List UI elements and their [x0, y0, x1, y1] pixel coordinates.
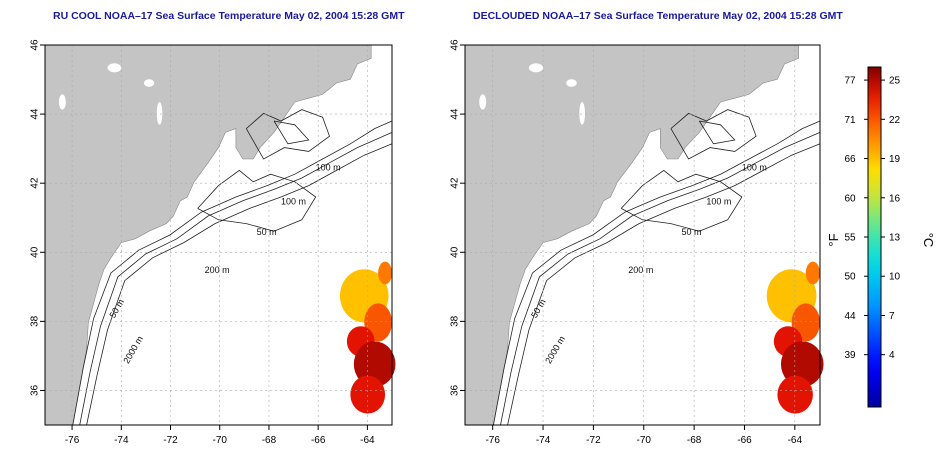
colorbar-f-tick-label: 66: [844, 154, 856, 165]
right-map-contour-label: 100 m: [742, 162, 767, 172]
colorbar-c-tick-label: 10: [889, 272, 901, 283]
left-map-contour-label: 50 m: [257, 227, 277, 237]
left-map-contour-label: 200 m: [205, 265, 230, 275]
right-map-bathymetry-contour: [493, 120, 821, 426]
left-map-x-tick-label: -76: [65, 435, 80, 446]
right-map-lake: [579, 102, 585, 125]
left-map-x-tick-label: -74: [114, 435, 129, 446]
right-map-sst-patch: [780, 341, 824, 388]
left-map-bathymetry-contour: [72, 120, 393, 426]
right-map-y-tick-label: 40: [450, 246, 461, 258]
left-map-lake: [107, 63, 122, 73]
colorbar-f-tick-label: 60: [844, 193, 856, 204]
left-map-x-tick-label: -70: [213, 435, 228, 446]
right-map-x-tick-label: -66: [737, 435, 752, 446]
left-map-title: RU COOL NOAA–17 Sea Surface Temperature …: [53, 10, 405, 22]
right-map-contour-label: 50 m: [682, 227, 702, 237]
right-map-lake: [566, 79, 577, 87]
left-map-contour-label: 100 m: [281, 197, 306, 207]
right-map-title: DECLOUDED NOAA–17 Sea Surface Temperatur…: [473, 10, 843, 22]
left-map-bathymetry-contour: [86, 143, 393, 426]
colorbar-c-tick-label: 4: [889, 350, 895, 361]
left-map-frame: [44, 44, 393, 426]
right-map-bathymetry-contour: [670, 109, 757, 160]
right-map-sst-patch: [777, 375, 813, 414]
right-map-y-tick-label: 44: [450, 108, 461, 120]
colorbar-f-tick-label: 71: [844, 115, 856, 126]
left-map-x-tick-label: -66: [311, 435, 326, 446]
right-map-x-tick-label: -76: [485, 435, 500, 446]
left-map-y-tick-label: 38: [30, 315, 41, 327]
right-map-y-tick-label: 36: [450, 384, 461, 396]
colorbar-f-tick-label: 77: [844, 76, 856, 87]
left-map-lake: [58, 94, 66, 110]
left-map-y-tick-label: 36: [30, 384, 41, 396]
colorbar-f-tick-label: 39: [844, 350, 856, 361]
colorbar-gradient: [867, 66, 882, 408]
colorbar-c-tick-label: 16: [889, 193, 901, 204]
right-map-y-tick-label: 38: [450, 315, 461, 327]
left-map-lake: [143, 79, 155, 87]
left-map-bathymetry-contour: [79, 132, 393, 426]
left-map-bathymetry-contour: [245, 109, 330, 160]
right-map-lake: [528, 63, 544, 73]
left-map-x-tick-label: -64: [360, 435, 375, 446]
right-map-y-tick-label: 42: [450, 177, 461, 189]
left-map-y-tick-label: 40: [30, 246, 41, 258]
left-map-bathymetry-contour: [273, 120, 310, 145]
colorbar-celsius-label: °C: [921, 233, 936, 248]
right-map-frame: [464, 44, 821, 426]
right-map-x-tick-label: -68: [687, 435, 702, 446]
colorbar-f-tick-label: 44: [844, 311, 856, 322]
left-map-y-tick-label: 42: [30, 177, 41, 189]
left-map-bathymetry-contour: [197, 169, 317, 232]
right-map-bathymetry-contour: [500, 132, 821, 426]
left-map-sst-patch: [378, 261, 392, 285]
left-map-x-tick-label: -72: [163, 435, 178, 446]
colorbar-f-tick-label: 50: [844, 272, 856, 283]
right-map-contour-label: 100 m: [706, 197, 731, 207]
left-map-y-tick-label: 46: [30, 39, 41, 51]
colorbar-c-tick-label: 13: [889, 233, 901, 244]
right-map-lake: [479, 94, 487, 110]
left-map-contour-label: 100 m: [316, 162, 341, 172]
left-map-lake: [156, 102, 163, 125]
right-map-bathymetry-contour: [507, 143, 821, 426]
colorbar-c-tick-label: 22: [889, 115, 901, 126]
left-map-x-tick-label: -68: [262, 435, 277, 446]
right-map-bathymetry-contour: [620, 169, 743, 232]
left-map-sst-patch: [350, 375, 386, 414]
right-map-sst-patch: [805, 261, 821, 285]
right-map-x-tick-label: -64: [788, 435, 803, 446]
colorbar-c-tick-label: 7: [889, 311, 895, 322]
colorbar-c-tick-label: 25: [889, 76, 901, 87]
right-map-x-tick-label: -72: [586, 435, 601, 446]
colorbar-f-tick-label: 55: [844, 233, 856, 244]
right-map-x-tick-label: -74: [536, 435, 551, 446]
right-map-bathymetry-contour: [698, 120, 736, 145]
right-map-x-tick-label: -70: [637, 435, 652, 446]
right-map-y-tick-label: 46: [450, 39, 461, 51]
colorbar-fahrenheit-label: °F: [826, 233, 841, 246]
right-map-contour-label: 200 m: [628, 265, 653, 275]
colorbar-c-tick-label: 19: [889, 154, 901, 165]
left-map-sst-patch: [353, 341, 396, 388]
left-map-y-tick-label: 44: [30, 108, 41, 120]
